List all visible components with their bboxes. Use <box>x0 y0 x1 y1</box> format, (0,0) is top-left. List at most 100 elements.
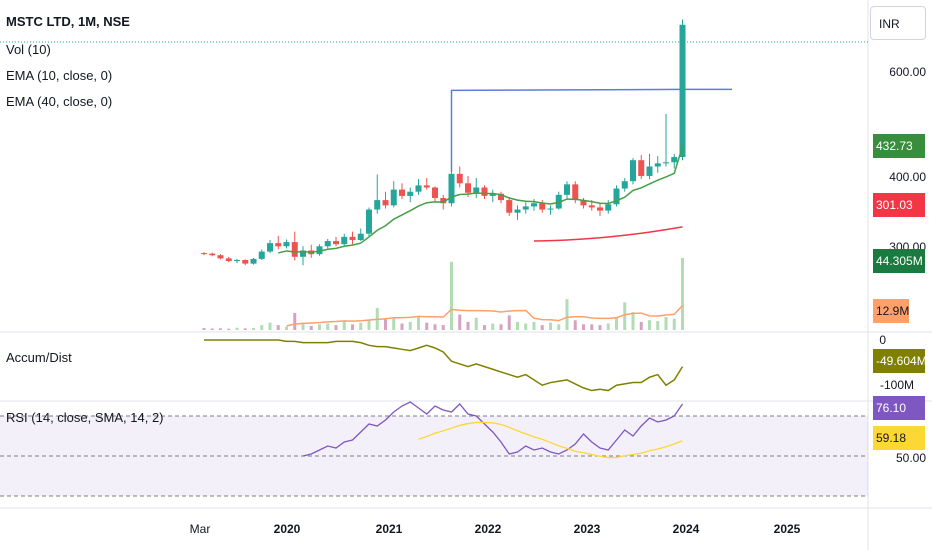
volume-bar <box>359 322 363 330</box>
candle-body <box>374 200 381 210</box>
candle-body <box>531 203 537 207</box>
volume-bar <box>235 327 239 330</box>
candle-body <box>275 243 282 247</box>
candle-body <box>547 208 554 210</box>
volume-bar <box>615 316 618 330</box>
volume-bar <box>408 321 412 330</box>
volume-bar <box>285 326 288 330</box>
volume-bar <box>639 321 643 330</box>
volume-bar <box>243 328 247 330</box>
candle-body <box>539 203 546 210</box>
rsi-line <box>302 401 684 457</box>
candle-body <box>423 185 430 188</box>
ema40-line <box>533 226 683 242</box>
candle-body <box>390 189 397 206</box>
rsi-ma-line <box>418 421 683 459</box>
candle-body <box>580 200 587 206</box>
candle-body <box>630 160 636 182</box>
time-label-mar: Mar <box>189 522 211 536</box>
candle-body <box>341 236 348 245</box>
candle-body <box>258 251 265 259</box>
candle-body <box>399 189 405 196</box>
candle-body <box>522 206 529 210</box>
candle-body <box>225 258 232 261</box>
volume-bar <box>276 325 280 330</box>
candle-body <box>514 209 521 213</box>
volume-bar <box>565 299 569 330</box>
volume-bar <box>623 302 627 330</box>
volume-bar <box>227 328 231 330</box>
volume-bar <box>417 316 420 330</box>
ad-tick-neg100m: -100M <box>879 378 914 392</box>
volume-bar <box>441 325 445 330</box>
rsi-legend[interactable]: RSI (14, close, SMA, 14, 2) <box>6 410 164 425</box>
candle-body <box>654 163 661 167</box>
price-tick-400: 400.00 <box>889 170 926 184</box>
ema10-line <box>278 146 684 254</box>
volume-bar <box>458 314 462 330</box>
volume-bar <box>202 328 206 330</box>
volume-bar <box>210 328 214 330</box>
price-tick-600: 600.00 <box>889 65 926 79</box>
volume-legend[interactable]: Vol (10) <box>6 42 51 57</box>
candle-body <box>564 184 570 195</box>
volume-bar <box>309 325 313 330</box>
volume-bar <box>326 323 330 330</box>
candle-body <box>613 188 620 205</box>
volume-bar <box>491 323 495 330</box>
volume-bar <box>450 261 453 330</box>
candle-body <box>357 233 364 240</box>
candle-body <box>473 187 480 193</box>
volume-bar <box>582 324 585 330</box>
candle-body <box>597 207 603 211</box>
candle-body <box>407 191 414 196</box>
candle-body <box>234 259 240 261</box>
candle-body <box>217 255 224 259</box>
candle-body <box>646 166 653 176</box>
accum-dist-legend[interactable]: Accum/Dist <box>6 350 72 365</box>
candle-body <box>465 183 471 193</box>
time-label-2023: 2023 <box>573 522 601 536</box>
volume-bar <box>631 312 635 330</box>
rsi-tick-50: 50.00 <box>895 451 926 465</box>
candle-body <box>283 242 290 247</box>
candle-body <box>324 241 331 247</box>
volume-bar <box>598 325 602 330</box>
time-label-2021: 2021 <box>375 522 403 536</box>
candle-body <box>506 200 513 213</box>
volume-bar <box>524 323 528 330</box>
ad-tick-0: 0 <box>879 333 886 347</box>
time-label-2020: 2020 <box>273 522 301 536</box>
candle-body <box>333 241 339 245</box>
rsi-tag: 76.10 <box>873 396 925 420</box>
time-label-2025: 2025 <box>773 522 801 536</box>
symbol-legend[interactable]: MSTC LTD, 1M, NSE <box>6 14 130 29</box>
candle-body <box>201 253 207 255</box>
volume-bar <box>483 325 486 330</box>
volume-bar <box>648 320 651 330</box>
candle-body <box>242 259 249 264</box>
volume-bar <box>507 315 511 330</box>
volume-bar <box>260 325 264 330</box>
volume-bar <box>425 322 429 330</box>
candle-body <box>316 246 323 255</box>
volume-ma-tag: 12.9M <box>873 299 909 323</box>
candle-body <box>498 193 504 201</box>
candle-body <box>267 243 273 252</box>
currency-selector[interactable]: INR <box>870 6 926 40</box>
candle-body <box>291 242 298 257</box>
volume-bar <box>499 324 503 330</box>
volume-bar <box>342 320 346 330</box>
ema40-legend[interactable]: EMA (40, close, 0) <box>6 94 113 109</box>
candle-body <box>440 198 447 204</box>
ema10-legend[interactable]: EMA (10, close, 0) <box>6 68 113 83</box>
candle-body <box>456 173 463 184</box>
candle-body <box>621 181 628 189</box>
candle-body <box>382 200 389 206</box>
candle-body <box>432 187 438 198</box>
candle-body <box>300 250 306 257</box>
candle-body <box>605 204 612 211</box>
candle-body <box>671 157 678 163</box>
volume-bar <box>252 328 255 330</box>
